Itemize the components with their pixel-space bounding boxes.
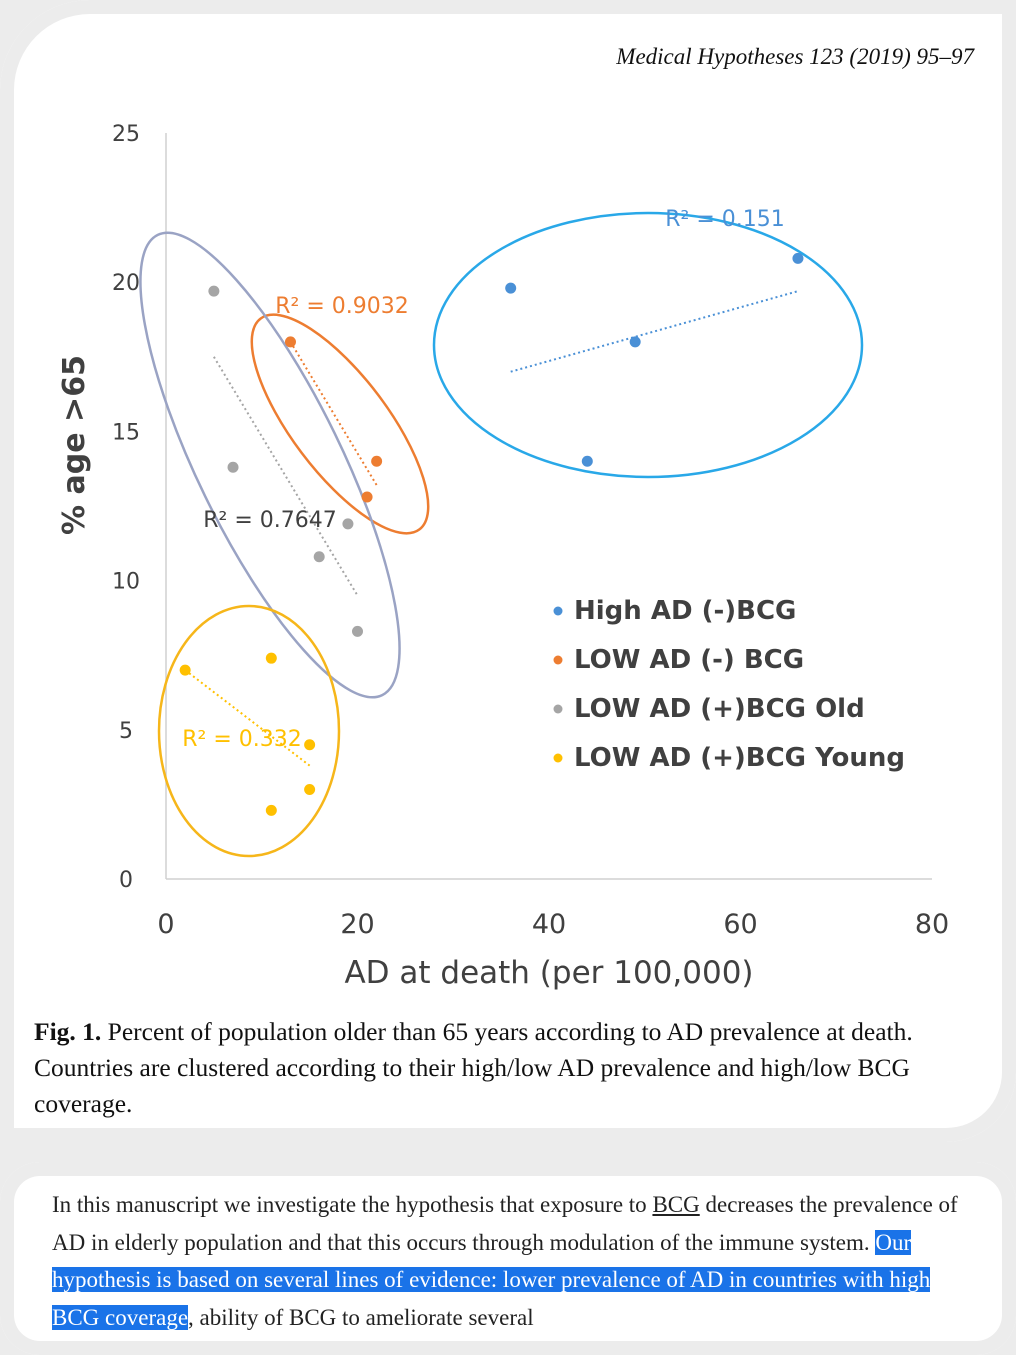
figure-card — [0, 0, 1016, 1142]
cluster-ellipse — [250, 313, 430, 535]
x-tick-label: 80 — [915, 909, 949, 940]
data-point — [361, 491, 373, 503]
data-point — [265, 652, 277, 664]
trendline — [510, 290, 799, 373]
r2-labels: R² = 0.151 R² = 0.9032 R² = 0.7647 R² = 0.3… — [182, 207, 785, 752]
data-points — [179, 252, 804, 816]
excerpt-after: , ability of BCG to ameliorate several — [188, 1304, 534, 1330]
r2-label: R² = 0.7647 — [203, 508, 337, 533]
trendline — [289, 341, 378, 486]
legend-label: LOW AD (+)BCG Young — [574, 743, 905, 773]
data-point — [505, 282, 517, 294]
data-point — [284, 336, 296, 348]
x-tick-label: 60 — [723, 909, 757, 940]
x-tick-label: 0 — [157, 909, 174, 940]
data-point — [792, 252, 804, 264]
figure-caption: Fig. 1. Percent of population older than… — [34, 1014, 984, 1122]
data-point — [342, 518, 354, 530]
cluster-ellipse — [432, 211, 864, 479]
x-tick-labels: 0 20 40 60 80 — [157, 909, 949, 940]
legend-marker — [553, 655, 563, 665]
data-point — [352, 625, 363, 637]
legend-label: High AD (-)BCG — [574, 596, 796, 626]
caption-label: Fig. 1. — [34, 1017, 102, 1046]
x-tick-label: 40 — [532, 909, 566, 940]
trendline — [213, 356, 359, 597]
r2-label: R² = 0.9032 — [275, 294, 409, 319]
data-point — [629, 336, 641, 348]
excerpt-text: In this manuscript we investigate the hy… — [52, 1186, 982, 1336]
legend-label: LOW AD (-) BCG — [574, 645, 804, 675]
data-point — [208, 285, 220, 297]
journal-reference: Medical Hypotheses 123 (2019) 95–97 — [616, 44, 974, 69]
x-axis-label: AD at death (per 100,000) — [344, 955, 753, 991]
y-tick-labels: 0 5 10 15 20 25 — [112, 122, 140, 893]
trendline — [184, 669, 311, 767]
excerpt-before: In this manuscript we investigate the hy… — [52, 1192, 653, 1217]
data-point — [265, 804, 277, 816]
trendlines — [184, 290, 799, 767]
data-point — [304, 783, 316, 795]
y-tick-label: 0 — [119, 868, 133, 893]
caption-text: Percent of population older than 65 year… — [34, 1017, 913, 1118]
data-point — [313, 551, 325, 563]
y-tick-label: 10 — [112, 570, 140, 595]
legend-marker — [553, 606, 563, 616]
y-tick-label: 20 — [112, 271, 140, 296]
data-point — [227, 461, 239, 473]
r2-label: R² = 0.151 — [665, 207, 785, 232]
cluster-ellipse — [139, 231, 401, 699]
y-tick-label: 15 — [112, 420, 140, 445]
y-tick-label: 25 — [112, 122, 140, 147]
legend-marker — [553, 704, 563, 714]
data-point — [179, 664, 191, 676]
y-tick-label: 5 — [119, 719, 133, 744]
cluster-ellipse — [157, 604, 341, 858]
legend-marker — [553, 753, 563, 763]
data-point — [581, 455, 593, 467]
scatter-chart: 0 5 10 15 20 25 0 20 40 60 80 R² = 0.151 R² = 0.90… — [57, 122, 949, 991]
data-point — [371, 455, 383, 467]
r2-label: R² = 0.332 — [182, 727, 302, 752]
data-point — [304, 739, 316, 751]
excerpt-middle: decreases the prevalence of AD in elderl… — [52, 1192, 958, 1255]
y-axis-label: % age >65 — [57, 355, 92, 535]
bcg-link[interactable]: BCG — [652, 1192, 700, 1217]
cluster-ellipses — [139, 211, 864, 858]
legend: High AD (-)BCG LOW AD (-) BCG LOW AD (+)BC… — [553, 596, 905, 773]
x-tick-label: 20 — [340, 909, 374, 940]
legend-label: LOW AD (+)BCG Old — [574, 694, 865, 724]
